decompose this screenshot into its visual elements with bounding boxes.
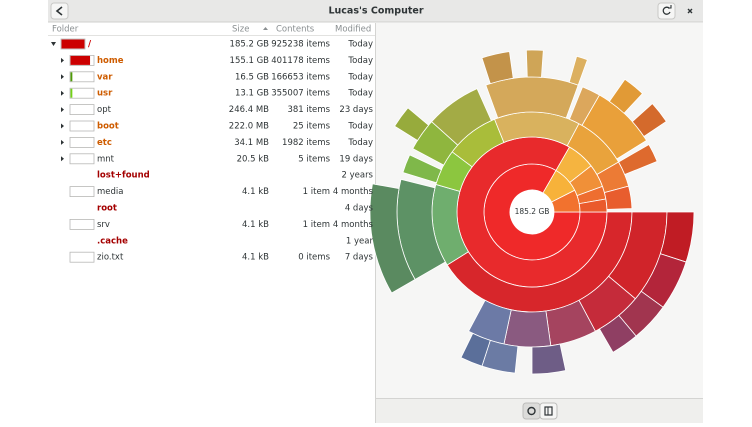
folder-name: .cache bbox=[97, 236, 128, 246]
folder-name: lost+found bbox=[97, 171, 150, 181]
folder-contents: 25 items bbox=[293, 122, 331, 132]
folder-contents: 1982 items bbox=[282, 138, 331, 148]
sunburst-segment[interactable] bbox=[504, 310, 551, 347]
usage-bar bbox=[70, 137, 94, 147]
folder-modified: Today bbox=[347, 72, 373, 82]
folder-size: 4.1 kB bbox=[242, 220, 269, 230]
folder-name: srv bbox=[97, 220, 110, 230]
column-header: Size bbox=[232, 25, 249, 35]
usage-bar bbox=[70, 252, 94, 262]
folder-modified: 4 days bbox=[345, 204, 374, 214]
usage-bar-fill bbox=[71, 89, 73, 98]
folder-size: 4.1 kB bbox=[242, 187, 269, 197]
folder-modified: Today bbox=[347, 56, 373, 66]
sunburst-segment[interactable] bbox=[526, 50, 543, 77]
folder-contents: 166653 items bbox=[271, 72, 330, 82]
folder-size: 13.1 GB bbox=[235, 89, 269, 99]
usage-bar bbox=[70, 154, 94, 164]
folder-size: 155.1 GB bbox=[230, 56, 270, 66]
folder-contents: 401178 items bbox=[271, 56, 330, 66]
folder-contents: 355007 items bbox=[271, 89, 330, 99]
folder-name: zio.txt bbox=[97, 253, 124, 263]
folder-name: boot bbox=[97, 122, 119, 132]
folder-size: 185.2 GB bbox=[230, 40, 270, 50]
folder-modified: 4 months bbox=[333, 187, 374, 197]
folder-contents: 1 item bbox=[303, 187, 330, 197]
usage-bar bbox=[70, 72, 94, 82]
window-title: Lucas's Computer bbox=[328, 6, 423, 17]
folder-name: media bbox=[97, 187, 123, 197]
folder-name: var bbox=[97, 72, 113, 82]
folder-name: home bbox=[97, 56, 124, 66]
folder-name: etc bbox=[97, 138, 112, 148]
folder-name: root bbox=[97, 204, 117, 214]
folder-contents: 381 items bbox=[287, 105, 330, 115]
folder-name: opt bbox=[97, 105, 112, 115]
folder-modified: 1 year bbox=[346, 236, 374, 246]
folder-contents: 1 item bbox=[303, 220, 330, 230]
refresh-button[interactable] bbox=[658, 3, 675, 19]
folder-modified: Today bbox=[347, 138, 373, 148]
folder-size: 4.1 kB bbox=[242, 253, 269, 263]
column-header: Contents bbox=[276, 25, 315, 35]
folder-modified: 4 months bbox=[333, 220, 374, 230]
folder-contents: 5 items bbox=[298, 154, 330, 164]
usage-bar bbox=[70, 105, 94, 115]
usage-bar-fill bbox=[62, 40, 85, 49]
folder-modified: 2 years bbox=[341, 171, 373, 181]
folder-contents: 0 items bbox=[298, 253, 330, 263]
usage-bar-fill bbox=[71, 56, 91, 65]
usage-bar bbox=[70, 219, 94, 229]
folder-size: 222.0 MB bbox=[229, 122, 269, 132]
column-header: Modified bbox=[335, 25, 371, 35]
folder-size: 246.4 MB bbox=[229, 105, 269, 115]
usage-bar bbox=[70, 187, 94, 197]
sunburst-segment[interactable] bbox=[532, 344, 566, 374]
usage-bar-fill bbox=[71, 72, 73, 81]
sunburst-segment[interactable] bbox=[486, 77, 578, 118]
usage-bar bbox=[70, 121, 94, 131]
usage-bar bbox=[70, 88, 94, 98]
back-button[interactable] bbox=[51, 3, 68, 19]
folder-size: 34.1 MB bbox=[234, 138, 269, 148]
folder-name: mnt bbox=[97, 154, 115, 164]
folder-size: 16.5 GB bbox=[235, 72, 269, 82]
folder-modified: 19 days bbox=[339, 154, 373, 164]
folder-modified: Today bbox=[347, 40, 373, 50]
rings-chart-button[interactable] bbox=[523, 403, 540, 419]
folder-size: 20.5 kB bbox=[237, 154, 270, 164]
folder-modified: 23 days bbox=[339, 105, 373, 115]
folder-modified: 7 days bbox=[345, 253, 374, 263]
folder-modified: Today bbox=[347, 122, 373, 132]
folder-modified: Today bbox=[347, 89, 373, 99]
center-label: 185.2 GB bbox=[515, 207, 550, 216]
folder-name: usr bbox=[97, 89, 113, 99]
column-header: Folder bbox=[52, 25, 79, 35]
folder-contents: 925238 items bbox=[271, 40, 330, 50]
